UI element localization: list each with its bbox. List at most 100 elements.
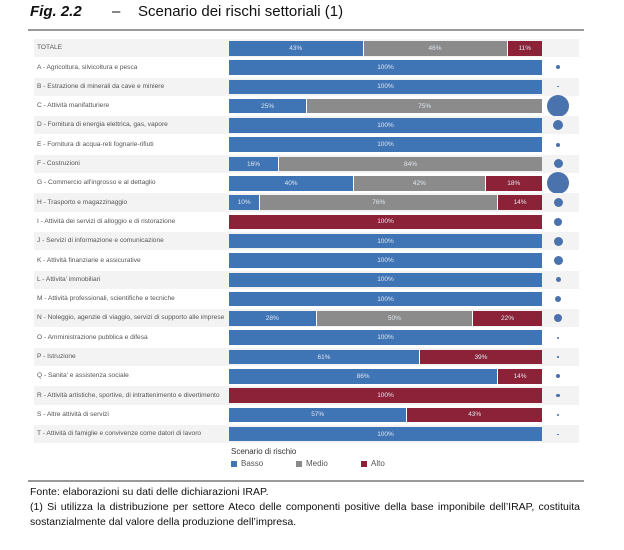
- bar-segment-medio: 84%: [279, 156, 542, 172]
- stacked-bar: 10% 76% 14%: [229, 195, 542, 210]
- stacked-bar: 100%: [229, 214, 542, 230]
- chart-row: D - Fornitura di energia elettrica, gas,…: [34, 116, 579, 136]
- category-label: K - Attività finanziarie e assicurative: [37, 256, 141, 264]
- weight-bubble: [553, 236, 563, 246]
- bar-segment-medio: 46%: [363, 41, 508, 56]
- figure-number: Fig. 2.2: [30, 3, 82, 20]
- bar-segment-alto: 18%: [485, 176, 542, 191]
- legend: Scenario di rischio Basso Medio Alto: [231, 447, 426, 469]
- bar-segment-basso: 100%: [229, 426, 542, 442]
- stacked-bar: 25% 75%: [229, 98, 542, 114]
- stacked-bar: 100%: [229, 330, 542, 345]
- bar-segment-medio: 50%: [316, 311, 474, 326]
- stacked-bar: 100%: [229, 291, 542, 307]
- legend-title: Scenario di rischio: [231, 447, 297, 456]
- footer: Fonte: elaborazioni su dati delle dichia…: [30, 485, 580, 530]
- stacked-bar: 100%: [229, 79, 542, 95]
- bar-segment-basso: 100%: [229, 272, 542, 288]
- legend-label: Medio: [306, 459, 328, 468]
- weight-bubble: [555, 277, 561, 283]
- bar-segment-basso: 100%: [229, 253, 542, 268]
- weight-bubble: [553, 198, 563, 208]
- stacked-bar: 100%: [229, 388, 542, 403]
- legend-items: Basso Medio Alto: [231, 459, 426, 469]
- chart-row: L - Attivita' immobiliari 100%: [34, 270, 579, 290]
- category-label: M - Attività professionali, scientifiche…: [37, 295, 175, 303]
- weight-bubble: [556, 142, 560, 147]
- weight-bubble: [556, 413, 560, 417]
- chart-row: P - Istruzione 61% 39%: [34, 347, 579, 368]
- weight-bubble: [557, 433, 559, 435]
- weight-bubble: [553, 159, 563, 169]
- legend-swatch: [231, 461, 237, 467]
- chart-row: J - Servizi di informazione e comunicazi…: [34, 231, 579, 252]
- weight-bubble: [553, 120, 563, 131]
- category-label: L - Attivita' immobiliari: [37, 275, 101, 283]
- chart-row: F - Costruzioni 16% 84%: [34, 154, 579, 175]
- bar-segment-alto: 14%: [498, 369, 542, 384]
- stacked-bar: 28% 50% 22%: [229, 311, 542, 326]
- bar-segment-alto: 100%: [229, 214, 542, 230]
- bar-segment-basso: 28%: [229, 311, 317, 326]
- bar-segment-basso: 16%: [229, 156, 280, 172]
- chart-row: G - Commercio all'ingrosso e al dettagli…: [34, 172, 579, 195]
- weight-bubble: [554, 217, 562, 226]
- category-label: Q - Sanita' e assistenza sociale: [37, 372, 129, 380]
- category-label: N - Noleggio, agenzie di viaggio, serviz…: [37, 314, 225, 322]
- chart-row: R - Attività artistiche, sportive, di in…: [34, 386, 579, 406]
- bar-segment-alto: 43%: [407, 407, 542, 423]
- bar-segment-alto: 22%: [473, 311, 542, 326]
- category-label: A - Agricoltura, silvicoltura e pesca: [37, 63, 138, 71]
- weight-bubble: [557, 336, 559, 339]
- top-rule: [28, 29, 584, 31]
- category-label: F - Costruzioni: [37, 160, 80, 168]
- bar-segment-alto: 100%: [229, 388, 542, 403]
- chart-row: H - Trasporto e magazzinaggio 10% 76% 14%: [34, 193, 579, 213]
- chart-row: E - Fornitura di acqua-reti fognarie-rif…: [34, 135, 579, 155]
- stacked-bar: 57% 43%: [229, 407, 542, 423]
- weight-bubble: [557, 356, 559, 358]
- category-label: TOTALE: [37, 44, 63, 52]
- stacked-bar: 100%: [229, 137, 542, 152]
- legend-swatch: [296, 461, 302, 467]
- chart-row: M - Attività professionali, scientifiche…: [34, 290, 579, 310]
- weight-bubble: [556, 393, 560, 398]
- chart-row: I - Attività dei servizi di alloggio e d…: [34, 213, 579, 232]
- legend-swatch: [361, 461, 367, 467]
- bar-segment-basso: 100%: [229, 79, 542, 95]
- weight-bubble: [555, 296, 561, 303]
- bar-segment-medio: 76%: [260, 195, 499, 210]
- figure-title: Fig. 2.2 – Scenario dei rischi settoriali …: [30, 3, 343, 20]
- stacked-bar: 100%: [229, 426, 542, 442]
- legend-item-medio: Medio: [296, 459, 361, 469]
- category-label: G - Commercio all'ingrosso e al dettagli…: [37, 179, 156, 187]
- chart-row: S - Altre attività di servizi 57% 43%: [34, 406, 579, 425]
- stacked-bar: 43% 46% 11%: [229, 41, 542, 56]
- category-label: B - Estrazione di minerali da cave e min…: [37, 82, 165, 90]
- chart-row: A - Agricoltura, silvicoltura e pesca 100…: [34, 58, 579, 78]
- category-label: C - Attività manifatturiere: [37, 102, 110, 110]
- stacked-bar: 16% 84%: [229, 156, 542, 172]
- bar-segment-alto: 39%: [419, 349, 542, 365]
- category-label: E - Fornitura di acqua-reti fognarie-rif…: [37, 140, 154, 148]
- bar-segment-alto: 11%: [507, 41, 542, 56]
- chart-rows: TOTALE 43% 46% 11% A - Agricoltura, silvicol…: [34, 39, 579, 445]
- category-label: O - Amministrazione pubblica e difesa: [37, 333, 148, 341]
- category-label: J - Servizi di informazione e comunicazi…: [37, 237, 164, 245]
- figure-title-text: Scenario dei rischi settoriali (1): [138, 3, 344, 20]
- category-label: T - Attività di famiglie e convivenze co…: [37, 430, 202, 438]
- legend-label: Alto: [371, 459, 385, 468]
- bar-segment-basso: 43%: [229, 41, 364, 56]
- legend-item-alto: Alto: [361, 459, 426, 469]
- stacked-bar: 100%: [229, 233, 542, 249]
- bar-segment-basso: 100%: [229, 60, 542, 75]
- stacked-bar: 100%: [229, 253, 542, 268]
- weight-bubble: [553, 255, 563, 265]
- stacked-bar: 100%: [229, 60, 542, 75]
- legend-label: Basso: [241, 459, 264, 468]
- bar-segment-basso: 100%: [229, 233, 542, 249]
- weight-bubble: [554, 314, 562, 323]
- weight-bubble: [547, 95, 569, 118]
- category-label: P - Istruzione: [37, 353, 76, 360]
- bar-segment-medio: 42%: [354, 176, 486, 191]
